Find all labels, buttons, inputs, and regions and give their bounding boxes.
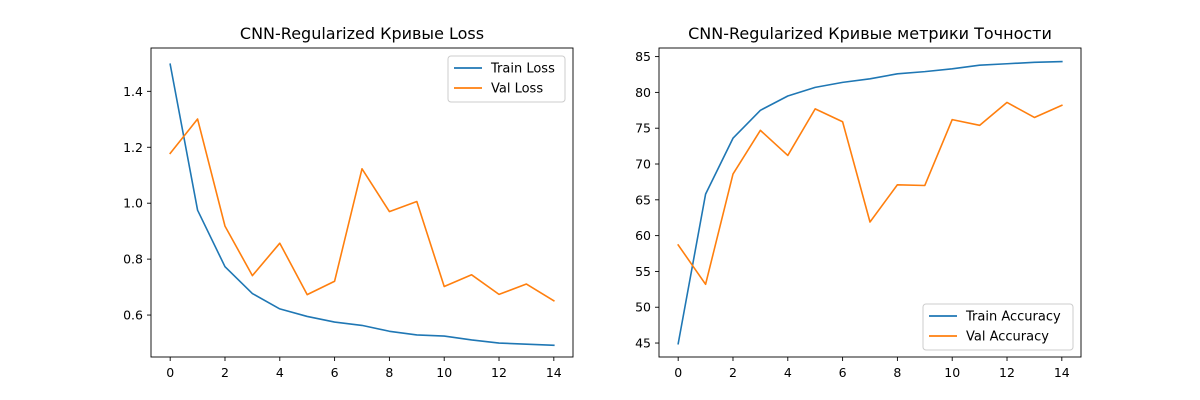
x-tick-label: 4 (784, 365, 792, 380)
series-line-0 (169, 63, 555, 347)
legend-box (922, 303, 1074, 351)
plot-frame (150, 47, 574, 358)
y-tick-label: 50 (635, 300, 651, 315)
y-tick-label: 1.2 (123, 140, 143, 155)
y-tick-label: 45 (635, 336, 651, 351)
chart-title: CNN-Regularized Кривые Loss (240, 24, 484, 43)
series-line-1 (169, 118, 555, 302)
legend: Train Loss Val Loss (447, 55, 566, 103)
y-tick-label: 85 (635, 49, 651, 64)
x-tick-label: 12 (491, 365, 507, 380)
y-tick-label: 0.8 (123, 252, 143, 267)
x-tick-label: 14 (1054, 365, 1070, 380)
x-tick-label: 6 (331, 365, 339, 380)
x-tick-label: 2 (729, 365, 737, 380)
y-tick-label: 0.6 (123, 308, 143, 323)
x-tick-label: 0 (674, 365, 682, 380)
chart-panel-0: CNN-Regularized Кривые Loss 0 2 4 6 8 10 12 14 0.… (123, 24, 574, 380)
x-tick-label: 0 (166, 365, 174, 380)
chart-panel-1: CNN-Regularized Кривые метрики Точности 0… (635, 24, 1082, 380)
x-tick-label: 10 (436, 365, 452, 380)
y-tick-label: 60 (635, 228, 651, 243)
chart-title: CNN-Regularized Кривые метрики Точности (688, 24, 1052, 43)
x-tick-label: 4 (276, 365, 284, 380)
x-tick-label: 2 (221, 365, 229, 380)
legend-label-0: Train Loss (490, 62, 555, 77)
y-tick-label: 70 (635, 157, 651, 172)
legend-label-1: Val Loss (491, 82, 543, 97)
x-tick-label: 8 (893, 365, 901, 380)
series-line-1 (677, 101, 1063, 286)
y-tick-label: 1.0 (123, 196, 143, 211)
x-tick-label: 6 (839, 365, 847, 380)
x-tick-label: 12 (999, 365, 1015, 380)
plot-frame (658, 47, 1082, 358)
legend: Train Accuracy Val Accuracy (922, 303, 1074, 351)
legend-label-1: Val Accuracy (966, 330, 1049, 345)
series-line-0 (677, 60, 1063, 345)
y-tick-label: 1.4 (123, 84, 143, 99)
x-tick-label: 8 (385, 365, 393, 380)
y-tick-label: 65 (635, 192, 651, 207)
x-tick-label: 10 (944, 365, 960, 380)
y-tick-label: 80 (635, 85, 651, 100)
legend-label-0: Train Accuracy (965, 310, 1061, 325)
x-tick-label: 14 (546, 365, 562, 380)
y-tick-label: 75 (635, 121, 651, 136)
y-tick-label: 55 (635, 264, 651, 279)
